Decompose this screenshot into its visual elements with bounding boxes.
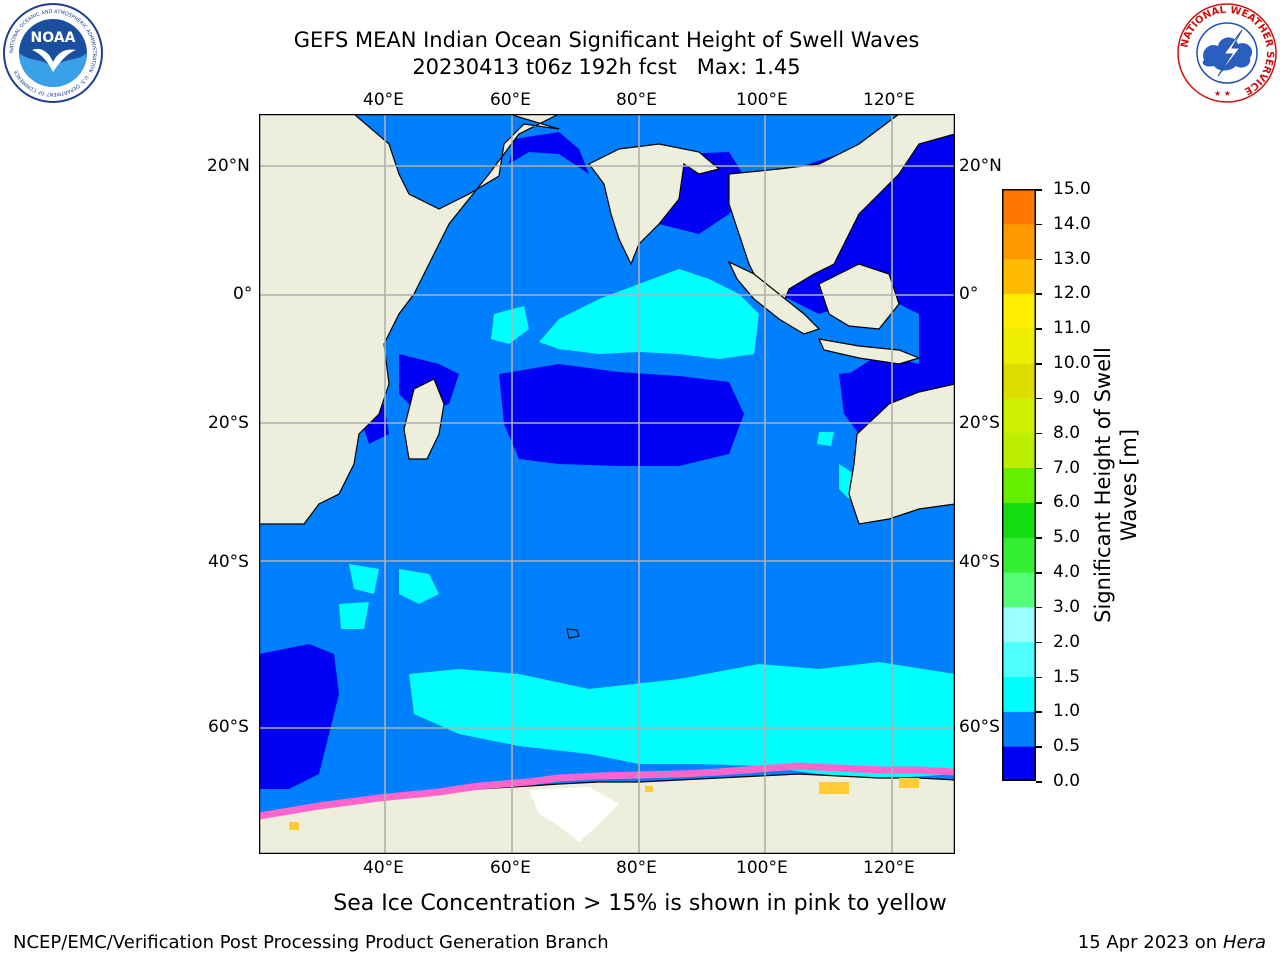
- lat-label-left-40s: 40°S: [208, 552, 249, 572]
- graticule: [259, 114, 955, 854]
- colorbar-tick-mark: [1036, 641, 1042, 644]
- colorbar-segment: [1002, 223, 1036, 260]
- swell-band-1-1.5: [339, 269, 955, 779]
- lon-label-bottom-100e: 100°E: [736, 858, 788, 878]
- colorbar-segment: [1002, 502, 1036, 538]
- colorbar-tick-label: 13.0: [1053, 248, 1091, 269]
- colorbar-tick-label: 2.0: [1053, 631, 1081, 652]
- colorbar-tick-label: 0.0: [1053, 771, 1081, 791]
- colorbar-tick-label: 14.0: [1053, 213, 1091, 234]
- colorbar-segment: [1002, 363, 1036, 399]
- lat-label-left-60s: 60°S: [208, 717, 249, 737]
- colorbar-tick-label: 5.0: [1053, 527, 1081, 548]
- colorbar-tick-mark: [1036, 746, 1042, 748]
- colorbar-tick-label: 15.0: [1053, 179, 1091, 199]
- colorbar-svg: [1002, 189, 1036, 782]
- lon-label-bottom-120e: 120°E: [863, 858, 915, 878]
- colorbar-segment: [1002, 467, 1036, 503]
- colorbar-tick-mark: [1036, 676, 1042, 679]
- footer-host: Hera: [1222, 932, 1266, 953]
- colorbar-tick-label: 3.0: [1053, 596, 1081, 617]
- colorbar-tick-mark: [1036, 328, 1042, 330]
- nws-star-icon: ★ ★: [1214, 89, 1231, 98]
- colorbar-frame: [1002, 189, 1036, 781]
- colorbar-segment: [1002, 258, 1036, 294]
- colorbar-tick-mark: [1036, 537, 1042, 539]
- colorbar-tick-mark: [1036, 467, 1042, 470]
- lat-label-left-0: 0°: [233, 284, 253, 304]
- colorbar-tick-label: 11.0: [1053, 318, 1091, 339]
- colorbar-tick-mark: [1036, 189, 1042, 191]
- colorbar-segment: [1002, 432, 1036, 469]
- colorbar-segment: [1002, 397, 1036, 434]
- noaa-logo-text: NOAA: [31, 30, 76, 46]
- chart-title: GEFS MEAN Indian Ocean Significant Heigh…: [293, 28, 920, 52]
- colorbar: [1002, 189, 1036, 782]
- colorbar-segment: [1002, 572, 1036, 608]
- colorbar-tick-label: 8.0: [1053, 422, 1081, 443]
- colorbar-tick-label: 6.0: [1053, 492, 1081, 513]
- lat-label-right-60s: 60°S: [959, 717, 1000, 737]
- colorbar-tick-label: 0.5: [1053, 736, 1081, 757]
- kerguelen-island-outline: [566, 628, 580, 639]
- footer-date-text: 15 Apr 2023 on: [1077, 932, 1223, 953]
- lon-label-top-120e: 120°E: [863, 90, 915, 110]
- colorbar-segment: [1002, 293, 1036, 329]
- lat-label-left-20s: 20°S: [208, 413, 249, 433]
- colorbar-segment: [1002, 711, 1036, 747]
- colorbar-segment: [1002, 537, 1036, 573]
- colorbar-label: Significant Height of Swell Waves [m]: [1091, 347, 1141, 623]
- lon-label-top-80e: 80°E: [616, 90, 657, 110]
- sea-ice-white-shelf: [529, 787, 619, 842]
- colorbar-tick-mark: [1036, 572, 1042, 574]
- colorbar-tick-mark: [1036, 397, 1042, 400]
- colorbar-segment: [1002, 746, 1036, 782]
- colorbar-tick-mark: [1036, 432, 1042, 435]
- map-frame: [258, 113, 956, 855]
- colorbar-segment: [1002, 606, 1036, 643]
- lon-label-bottom-40e: 40°E: [363, 858, 404, 878]
- footer-credit: NCEP/EMC/Verification Post Processing Pr…: [13, 932, 609, 953]
- colorbar-tick-mark: [1036, 223, 1042, 226]
- colorbar-tick-label: 10.0: [1053, 353, 1091, 374]
- colorbar-tick-label: 7.0: [1053, 457, 1081, 478]
- lat-label-right-20s: 20°S: [959, 413, 1000, 433]
- lon-label-top-100e: 100°E: [736, 90, 788, 110]
- lat-label-right-20n: 20°N: [959, 156, 1002, 176]
- nws-logo: NATIONAL WEATHER SERVICE ★ ★: [1176, 2, 1278, 104]
- colorbar-tick-mark: [1036, 293, 1042, 295]
- sea-ice-note: Sea Ice Concentration > 15% is shown in …: [333, 891, 947, 916]
- noaa-logo: NATIONAL OCEANIC AND ATMOSPHERIC ADMINIS…: [2, 2, 104, 104]
- lat-label-right-0: 0°: [959, 284, 979, 304]
- colorbar-tick-label: 1.5: [1053, 666, 1081, 687]
- colorbar-tick-label: 12.0: [1053, 283, 1091, 304]
- colorbar-tick-label: 9.0: [1053, 387, 1081, 408]
- colorbar-tick-mark: [1036, 363, 1042, 365]
- lon-label-top-60e: 60°E: [490, 90, 531, 110]
- lon-label-bottom-80e: 80°E: [616, 858, 657, 878]
- colorbar-tick-mark: [1036, 711, 1042, 713]
- colorbar-segment: [1002, 189, 1036, 225]
- colorbar-tick-label: 4.0: [1053, 562, 1081, 583]
- lon-label-top-40e: 40°E: [363, 90, 404, 110]
- map-panel: [258, 113, 956, 855]
- colorbar-segment: [1002, 641, 1036, 678]
- colorbar-tick-mark: [1036, 781, 1042, 783]
- colorbar-tick-label: 1.0: [1053, 701, 1081, 722]
- colorbar-tick-mark: [1036, 258, 1042, 261]
- chart-subtitle-forecast: 20230413 t06z 192h fcst Max: 1.45: [412, 55, 801, 79]
- map-svg: [258, 113, 956, 855]
- colorbar-segment: [1002, 676, 1036, 712]
- colorbar-tick-mark: [1036, 502, 1042, 504]
- footer-date: 15 Apr 2023 on Hera: [1078, 932, 1266, 954]
- colorbar-tick-mark: [1036, 606, 1042, 609]
- lat-label-right-40s: 40°S: [959, 552, 1000, 572]
- sea-ice-yellow-patches: [289, 778, 919, 830]
- lat-label-left-20n: 20°N: [207, 156, 250, 176]
- lon-label-bottom-60e: 60°E: [490, 858, 531, 878]
- colorbar-segment: [1002, 328, 1036, 364]
